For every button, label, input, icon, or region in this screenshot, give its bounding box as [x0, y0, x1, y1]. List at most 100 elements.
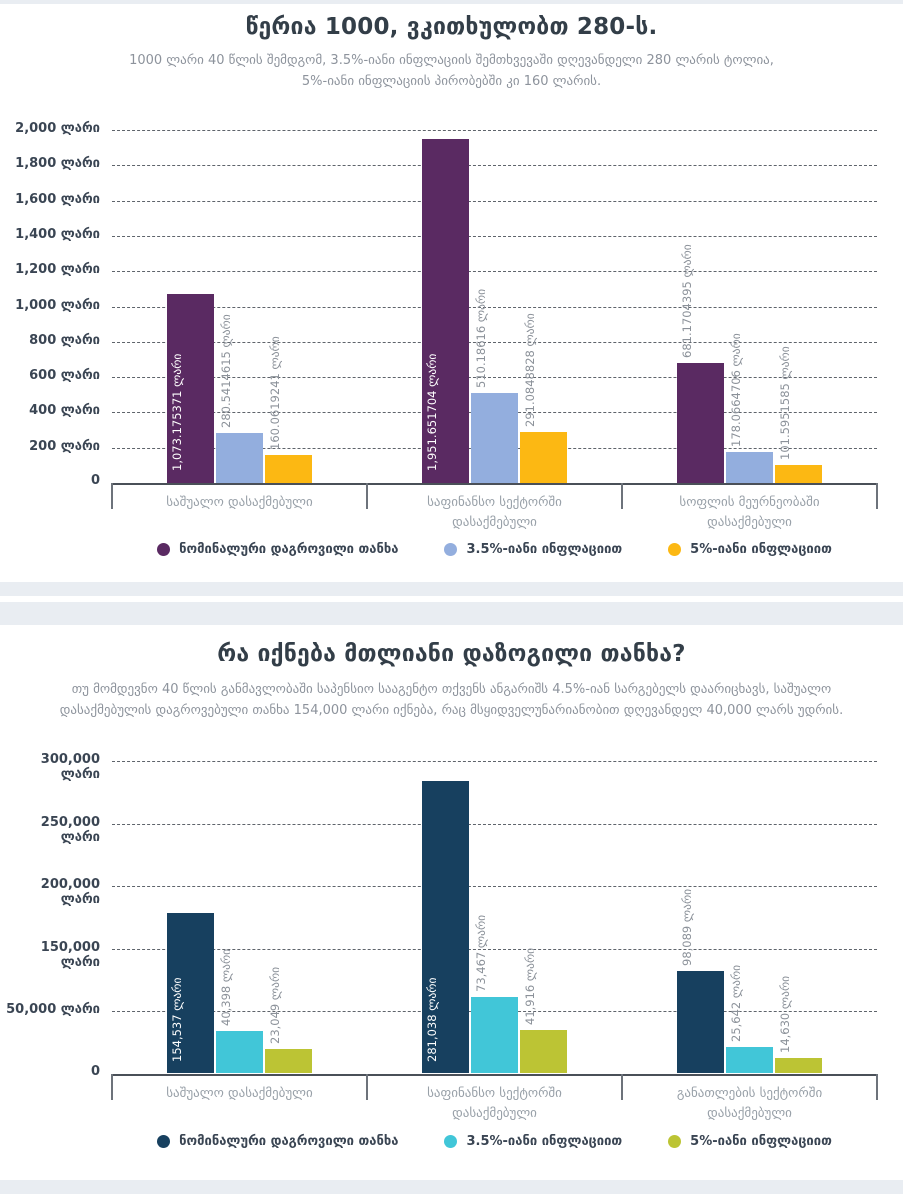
- chart-subtitle: თუ მომდევნო 40 წლის განმავლობაში საპენსი…: [59, 682, 844, 718]
- y-axis-tick-label: 50,000 ლარი: [6, 1002, 100, 1017]
- bar-value-label: 25,642 ლარი: [728, 964, 743, 1042]
- legend-item: 3.5%-იანი ინფლაციით: [444, 542, 622, 557]
- bar-value-label: 154,537 ლარი: [169, 977, 184, 1062]
- chart-card-inflation-value: წერია 1000, ვკითხულობთ 280-ს. 1000 ლარი …: [0, 4, 903, 582]
- bar: [265, 1049, 312, 1074]
- bar: [775, 465, 822, 483]
- category-label: განათლების სექტორში დასაქმებული: [676, 1085, 823, 1121]
- bar-value-label: 40,398 ლარი: [218, 949, 233, 1027]
- gridline: [112, 823, 877, 825]
- y-axis-tick-label: 200 ლარი: [29, 438, 100, 454]
- bar: [520, 431, 567, 483]
- legend-item: 5%-იანი ინფლაციით: [668, 542, 832, 557]
- plot-area: 300,000 ლარი 250,000 ლარი 200,000 ლარი 150,…: [0, 625, 903, 1180]
- gridline: [112, 271, 877, 273]
- x-axis-group-tick: [876, 1073, 878, 1100]
- gridline: [112, 948, 877, 950]
- legend-label: ნომინალური დაგროვილი თანხა: [179, 1134, 399, 1149]
- gridline: [112, 200, 877, 202]
- section-divider-strip: [0, 596, 903, 602]
- plot-area: 2,000 ლარი 1,800 ლარი 1,600 ლარი 1,400 ლარი…: [0, 4, 903, 582]
- bar-value-label: 23,049 ლარი: [267, 967, 282, 1045]
- y-axis-tick-label: 1,200 ლარი: [15, 262, 100, 278]
- bar: [520, 1029, 567, 1074]
- gridline: [112, 886, 877, 887]
- bar: [216, 1031, 263, 1074]
- legend-dot-icon: [157, 1135, 171, 1148]
- bar-value-label: 73,467 ლარი: [473, 914, 488, 992]
- category-label: საფინანსო სექტორში დასაქმებული: [427, 1085, 562, 1121]
- bar-value-label: 160.0619241 ლარი: [267, 336, 282, 450]
- gridline: [112, 341, 877, 343]
- legend-item: ნომინალური დაგროვილი თანხა: [157, 1134, 398, 1149]
- bar-value-label: 14,630 ლარი: [777, 976, 792, 1054]
- legend-item: 3.5%-იანი ინფლაციით: [444, 1134, 622, 1149]
- gridline: [112, 130, 877, 131]
- y-axis-tick-label: 400 ლარი: [29, 403, 100, 419]
- bar-value-label: 510.18616 ლარი: [473, 288, 488, 388]
- legend-label: ნომინალური დაგროვილი თანხა: [179, 542, 399, 557]
- x-axis-line: [112, 483, 877, 485]
- bar: [677, 971, 724, 1074]
- y-axis-tick-label: 600 ლარი: [29, 368, 100, 384]
- x-axis-group-tick: [366, 483, 368, 509]
- y-axis-tick-label: 1,600 ლარი: [15, 191, 100, 207]
- bar-value-label: 681.1704395 ლარი: [679, 244, 694, 358]
- gridline: [112, 306, 877, 308]
- bar-value-label: 178.0664706 ლარი: [728, 332, 743, 447]
- bar-value-label: 1,951.651704 ლარი: [424, 353, 439, 471]
- x-axis-group-tick: [111, 483, 113, 509]
- bar-value-label: 281,038 ლარი: [424, 977, 439, 1062]
- y-axis-tick-label: 1,800 ლარი: [15, 156, 100, 172]
- x-axis-group-tick: [876, 483, 878, 509]
- legend-label: 3.5%-იანი ინფლაციით: [466, 542, 623, 557]
- legend-label: 5%-იანი ინფლაციით: [690, 1134, 832, 1149]
- y-axis-zero-label: 0: [90, 1063, 100, 1079]
- bar-value-label: 101.5951585 ლარი: [777, 346, 792, 461]
- gridline: [112, 761, 877, 762]
- legend-dot-icon: [668, 543, 682, 556]
- bar: [216, 433, 263, 483]
- bar: [471, 392, 518, 483]
- chart-card-total-savings: რა იქნება მთლიანი დაზოგილი თანხა? თუ მომ…: [0, 625, 903, 1180]
- legend-dot-icon: [444, 543, 458, 556]
- chart-subtitle: 1000 ლარი 40 წლის შემდგომ, 3.5%-იანი ინფ…: [129, 53, 774, 89]
- x-axis-group-tick: [111, 1073, 113, 1100]
- bar: [726, 1046, 773, 1074]
- category-label: საფინანსო სექტორში დასაქმებული: [427, 495, 562, 531]
- chart-title: რა იქნება მთლიანი დაზოგილი თანხა?: [217, 641, 686, 667]
- bar-value-label: 280.5414615 ლარი: [218, 314, 233, 429]
- bar: [775, 1058, 822, 1074]
- y-axis-tick-label: 1,400 ლარი: [15, 226, 100, 242]
- legend-dot-icon: [444, 1135, 458, 1148]
- legend: ნომინალური დაგროვილი თანხა 3.5%-იანი ინფლ…: [112, 1134, 877, 1149]
- bar-value-label: 98,089 ლარი: [679, 889, 694, 967]
- bar: [265, 454, 312, 483]
- legend-item: ნომინალური დაგროვილი თანხა: [157, 542, 398, 557]
- y-axis-tick-label: 300,000 ლარი: [40, 752, 100, 782]
- x-axis-group-tick: [366, 1073, 368, 1100]
- bar: [726, 451, 773, 483]
- bar-value-label: 1,073.175371 ლარი: [169, 353, 184, 471]
- bar-value-label: 41,916 ლარი: [522, 947, 537, 1025]
- x-axis-group-tick: [621, 1073, 623, 1100]
- bar: [677, 362, 724, 483]
- x-axis-group-tick: [621, 483, 623, 509]
- bar: [167, 293, 214, 483]
- y-axis-tick-label: 200,000 ლარი: [40, 877, 100, 907]
- legend-label: 3.5%-იანი ინფლაციით: [466, 1134, 623, 1149]
- bar-value-label: 291.0848828 ლარი: [522, 312, 537, 427]
- chart-title: წერია 1000, ვკითხულობთ 280-ს.: [245, 14, 658, 40]
- bar: [422, 138, 469, 483]
- legend-label: 5%-იანი ინფლაციით: [690, 542, 832, 557]
- gridline: [112, 235, 877, 237]
- legend: ნომინალური დაგროვილი თანხა 3.5%-იანი ინფლ…: [112, 542, 877, 557]
- y-axis-tick-label: 2,000 ლარი: [15, 121, 100, 136]
- x-axis-line: [112, 1073, 877, 1076]
- bar: [471, 996, 518, 1074]
- y-axis-tick-label: 150,000 ლარი: [40, 939, 100, 970]
- legend-dot-icon: [157, 543, 171, 556]
- legend-item: 5%-იანი ინფლაციით: [668, 1134, 832, 1149]
- y-axis-tick-label: 1,000 ლარი: [15, 297, 100, 313]
